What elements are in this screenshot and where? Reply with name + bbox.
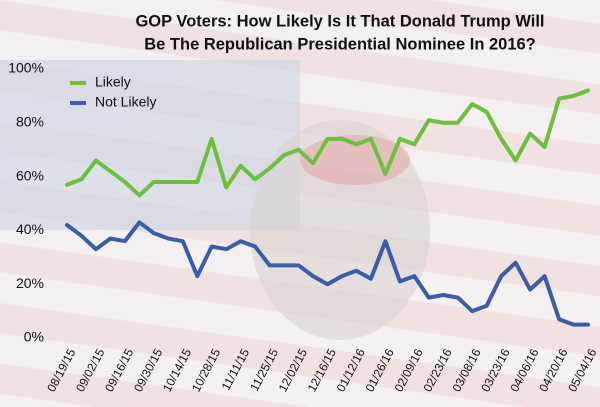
y-tick-label: 0% [24, 329, 44, 345]
flag-canton [0, 60, 300, 230]
y-tick-label: 80% [16, 114, 44, 130]
y-tick-label: 20% [16, 275, 44, 291]
y-tick-label: 60% [16, 167, 44, 183]
series-line [65, 88, 590, 198]
y-tick-label: 40% [16, 221, 44, 237]
legend-label: Likely [95, 74, 131, 90]
series-line [65, 220, 590, 327]
chart-title: Be The Republican Presidential Nominee I… [144, 35, 536, 53]
legend-label: Not Likely [95, 94, 156, 110]
photo-hat [300, 135, 410, 185]
chart-title: GOP Voters: How Likely Is It That Donald… [135, 12, 544, 30]
y-tick-label: 100% [8, 60, 44, 76]
